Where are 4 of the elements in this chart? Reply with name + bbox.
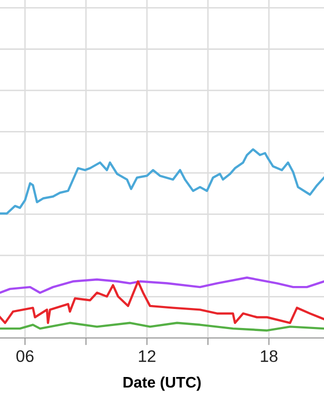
x-tick-label: 18: [260, 350, 278, 362]
x-tick-label: 12: [138, 350, 156, 362]
x-axis-title: Date (UTC): [124, 376, 201, 391]
x-tick-label: 06: [16, 350, 34, 362]
